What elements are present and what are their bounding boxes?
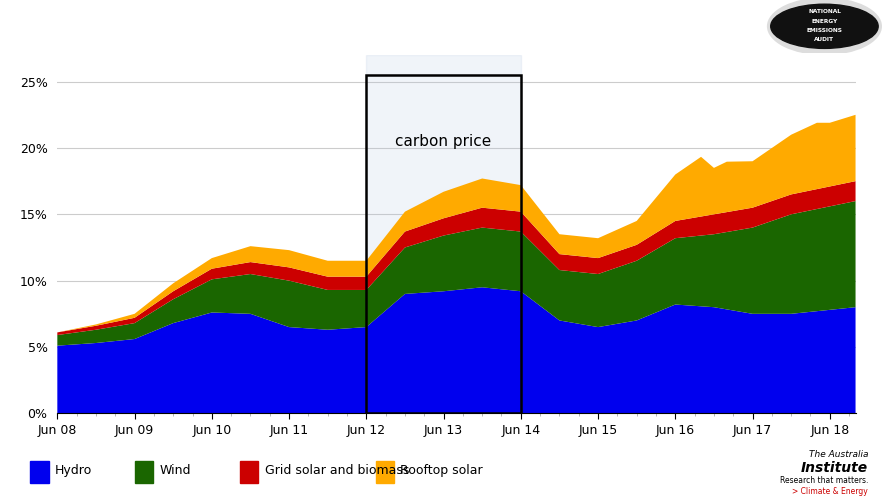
Text: carbon price: carbon price bbox=[395, 134, 491, 149]
Circle shape bbox=[771, 4, 878, 49]
Bar bbox=[366, 75, 520, 413]
Text: Rooftop solar: Rooftop solar bbox=[400, 464, 483, 477]
Text: > Climate & Energy: > Climate & Energy bbox=[792, 487, 868, 496]
Text: ENERGY: ENERGY bbox=[811, 19, 838, 24]
Bar bbox=[240, 461, 258, 483]
Text: Research that matters.: Research that matters. bbox=[780, 476, 868, 485]
Text: Wind: Wind bbox=[160, 464, 191, 477]
Text: AUDIT: AUDIT bbox=[814, 38, 834, 43]
Text: NATIONAL: NATIONAL bbox=[808, 9, 841, 14]
Text: Hydro: Hydro bbox=[55, 464, 92, 477]
Bar bbox=[376, 461, 394, 483]
Text: Annual renewable shares of total generation, stacked data format: Annual renewable shares of total generat… bbox=[6, 22, 607, 37]
Bar bbox=[30, 461, 49, 483]
Bar bbox=[366, 55, 520, 413]
Text: The Australia: The Australia bbox=[809, 450, 868, 459]
Text: Grid solar and biomass: Grid solar and biomass bbox=[265, 464, 409, 477]
Text: Institute: Institute bbox=[801, 461, 868, 475]
Bar bbox=[135, 461, 153, 483]
Ellipse shape bbox=[767, 0, 882, 55]
Text: EMISSIONS: EMISSIONS bbox=[806, 28, 842, 33]
